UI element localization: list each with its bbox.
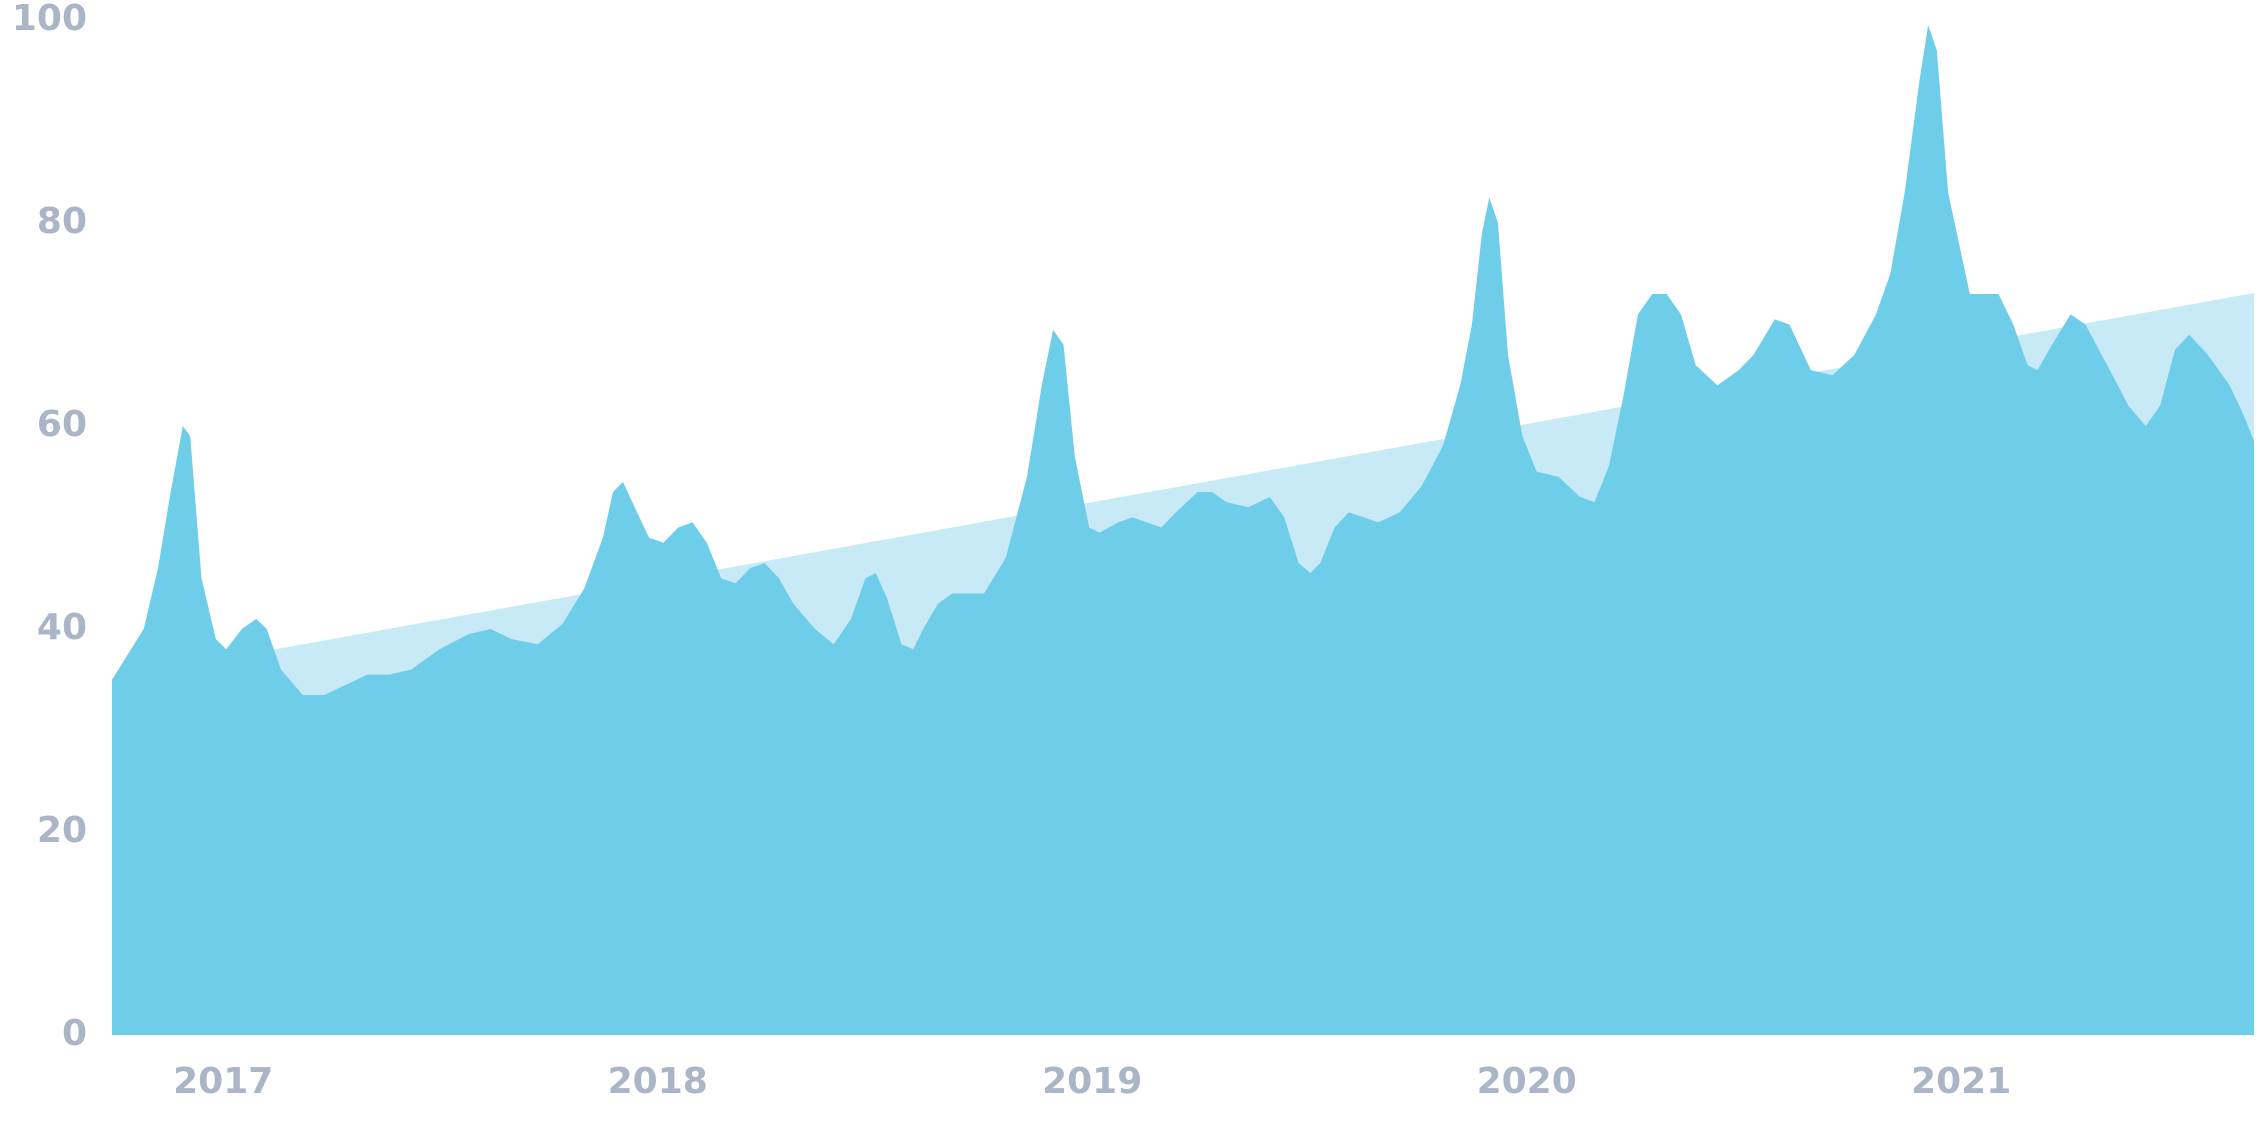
x-tick-label: 2018 <box>608 1061 708 1102</box>
y-tick-label: 20 <box>37 810 87 851</box>
area <box>112 25 2254 1035</box>
y-tick-label: 40 <box>37 607 87 648</box>
x-tick-label: 2017 <box>173 1061 273 1102</box>
y-tick-label: 80 <box>37 201 87 242</box>
x-tick-label: 2019 <box>1042 1061 1142 1102</box>
y-tick-label: 0 <box>62 1013 87 1054</box>
x-tick-label: 2021 <box>1911 1061 2011 1102</box>
y-tick-label: 60 <box>37 404 87 445</box>
x-tick-label: 2020 <box>1477 1061 1577 1102</box>
y-tick-label: 100 <box>12 0 87 39</box>
